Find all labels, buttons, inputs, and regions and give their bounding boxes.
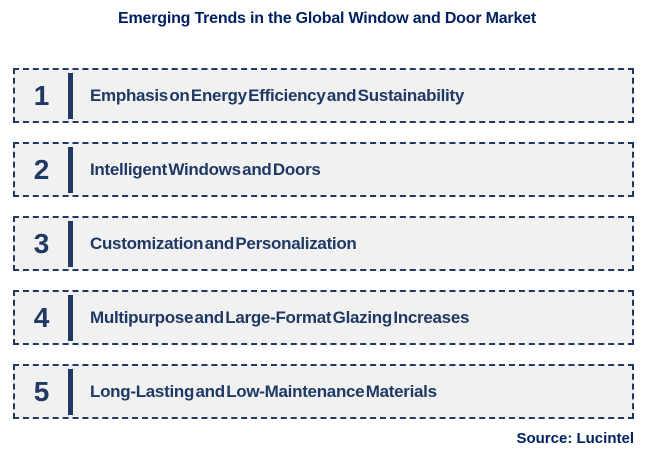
trend-item-1: 1 Emphasis on Energy Efficiency and Sust… [13,68,634,123]
page-title: Emerging Trends in the Global Window and… [118,10,536,27]
divider-bar [68,72,73,119]
source-credit: Source: Lucintel [516,430,634,447]
trend-label: Customization and Personalization [90,233,357,253]
trend-number: 5 [33,375,50,407]
trend-item-2: 2 Intelligent Windows and Doors [13,142,634,197]
divider-bar [68,220,73,267]
trend-number: 3 [33,227,50,259]
trend-item-4: 4 Multipurpose and Large-Format Glazing … [13,290,634,345]
trend-label: Multipurpose and Large-Format Glazing In… [90,307,470,327]
trend-list: 1 Emphasis on Energy Efficiency and Sust… [13,68,634,419]
trend-label: Long-Lasting and Low-Maintenance Materia… [90,381,437,401]
trend-number: 1 [33,79,50,111]
divider-bar [68,368,73,415]
trend-label: Intelligent Windows and Doors [90,159,321,179]
trend-label: Emphasis on Energy Efficiency and Sustai… [90,85,464,105]
trend-item-5: 5 Long-Lasting and Low-Maintenance Mater… [13,364,634,419]
trend-number: 4 [33,301,50,333]
divider-bar [68,294,73,341]
divider-bar [68,146,73,193]
trend-item-3: 3 Customization and Personalization [13,216,634,271]
trend-number: 2 [33,153,50,185]
